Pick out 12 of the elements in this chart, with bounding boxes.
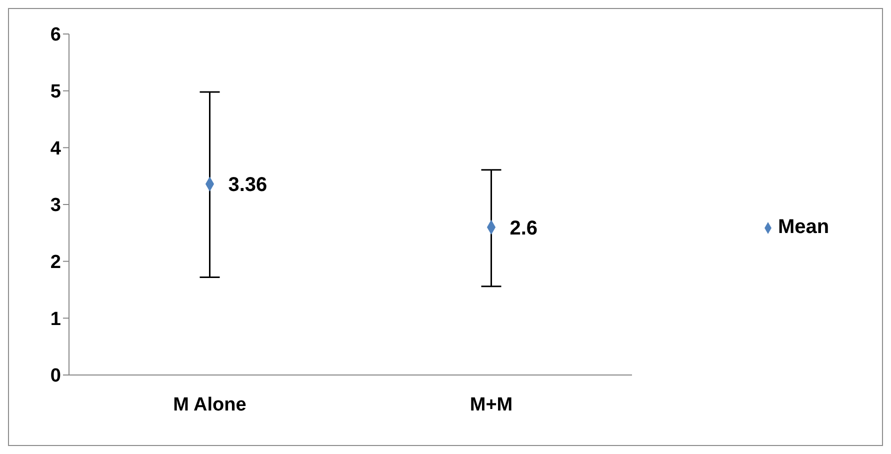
y-tick-label: 5 [50, 82, 62, 103]
y-tick-label: 3 [50, 195, 61, 216]
y-tick-label: 6 [50, 24, 61, 46]
x-tick-label: M+M [470, 394, 513, 416]
data-label: 2.6 [510, 217, 538, 240]
x-tick-label: M Alone [173, 394, 246, 416]
y-tick-label: 2 [50, 252, 61, 274]
y-tick-label: 0 [50, 366, 61, 387]
y-tick-label: 4 [50, 138, 62, 160]
data-label: 3.36 [228, 174, 268, 196]
y-tick-label: 1 [50, 308, 62, 330]
legend-label: Mean [778, 216, 830, 238]
